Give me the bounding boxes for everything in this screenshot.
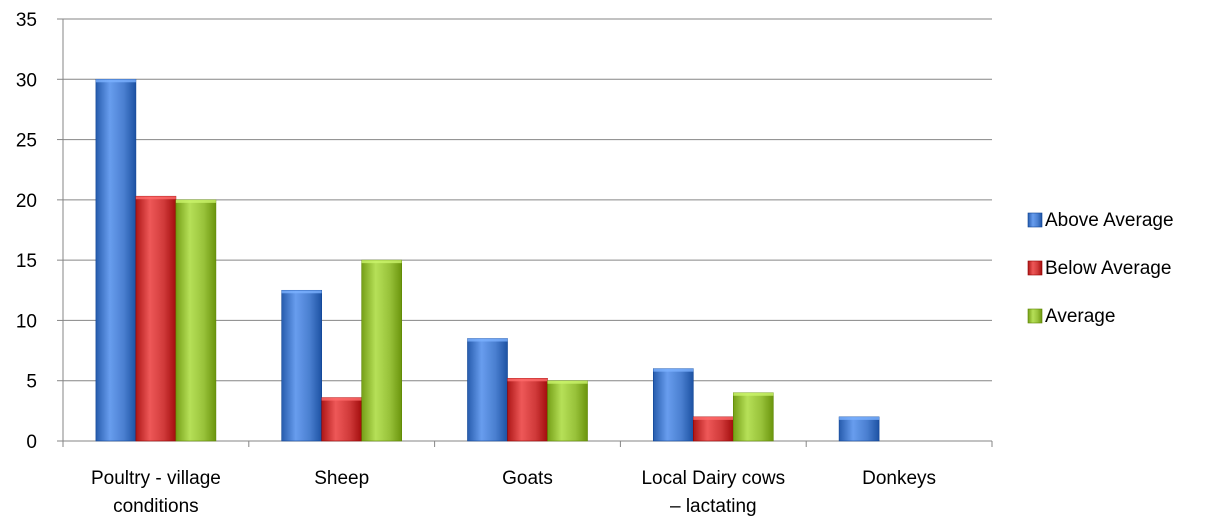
bar-below-average — [692, 416, 734, 442]
bar-top-highlight — [361, 260, 402, 264]
legend-label: Above Average — [1045, 210, 1174, 231]
bar-average — [361, 259, 403, 442]
y-tick-label: 5 — [26, 372, 37, 393]
bar-top-highlight — [507, 378, 548, 382]
bars — [95, 78, 880, 442]
bar-top-highlight — [135, 196, 176, 200]
legend-swatch — [1027, 308, 1043, 324]
x-category-label: Poultry - village conditions — [91, 468, 221, 517]
x-axis-categories: Poultry - village conditions Sheep Goats Loc… — [91, 468, 936, 517]
bar-top-highlight — [175, 199, 216, 203]
bar-top-highlight — [693, 416, 734, 420]
x-category-label: Donkeys — [862, 468, 936, 489]
bar-top-highlight — [281, 290, 322, 294]
legend-label: Average — [1045, 306, 1115, 327]
bar-above-average — [467, 338, 508, 442]
bar-above-average — [95, 78, 137, 442]
x-category-label: Sheep — [314, 468, 369, 489]
bar-top-highlight — [839, 416, 880, 420]
bar-below-average — [507, 378, 548, 442]
legend-swatch — [1027, 212, 1043, 228]
y-tick-label: 20 — [16, 191, 37, 212]
x-category-label: Goats — [502, 468, 553, 489]
bar-average — [547, 380, 588, 442]
bar-below-average — [135, 195, 177, 442]
bar-average — [732, 392, 774, 442]
bar-above-average — [281, 289, 323, 442]
bar-above-average — [652, 368, 694, 442]
legend-label: Below Average — [1045, 258, 1171, 279]
y-tick-label: 10 — [16, 311, 37, 332]
bar-top-highlight — [321, 397, 362, 401]
y-axis-ticks: 0 5 10 15 20 25 30 35 — [16, 10, 37, 453]
bar-average — [175, 199, 217, 442]
legend: Above Average Below Average Average — [1027, 210, 1174, 327]
legend-swatch — [1027, 260, 1043, 276]
bar-top-highlight — [95, 79, 136, 83]
y-tick-label: 15 — [16, 251, 37, 272]
y-tick-label: 0 — [26, 432, 37, 453]
bar-above-average — [838, 416, 880, 442]
bar-below-average — [321, 397, 363, 442]
bar-top-highlight — [467, 338, 508, 342]
y-tick-label: 30 — [16, 70, 37, 91]
x-category-label: Local Dairy cows – lactating — [641, 468, 785, 517]
y-tick-label: 25 — [16, 131, 37, 152]
bar-top-highlight — [733, 392, 774, 396]
y-tick-label: 35 — [16, 10, 37, 31]
bar-top-highlight — [653, 368, 694, 372]
bar-top-highlight — [547, 380, 588, 384]
